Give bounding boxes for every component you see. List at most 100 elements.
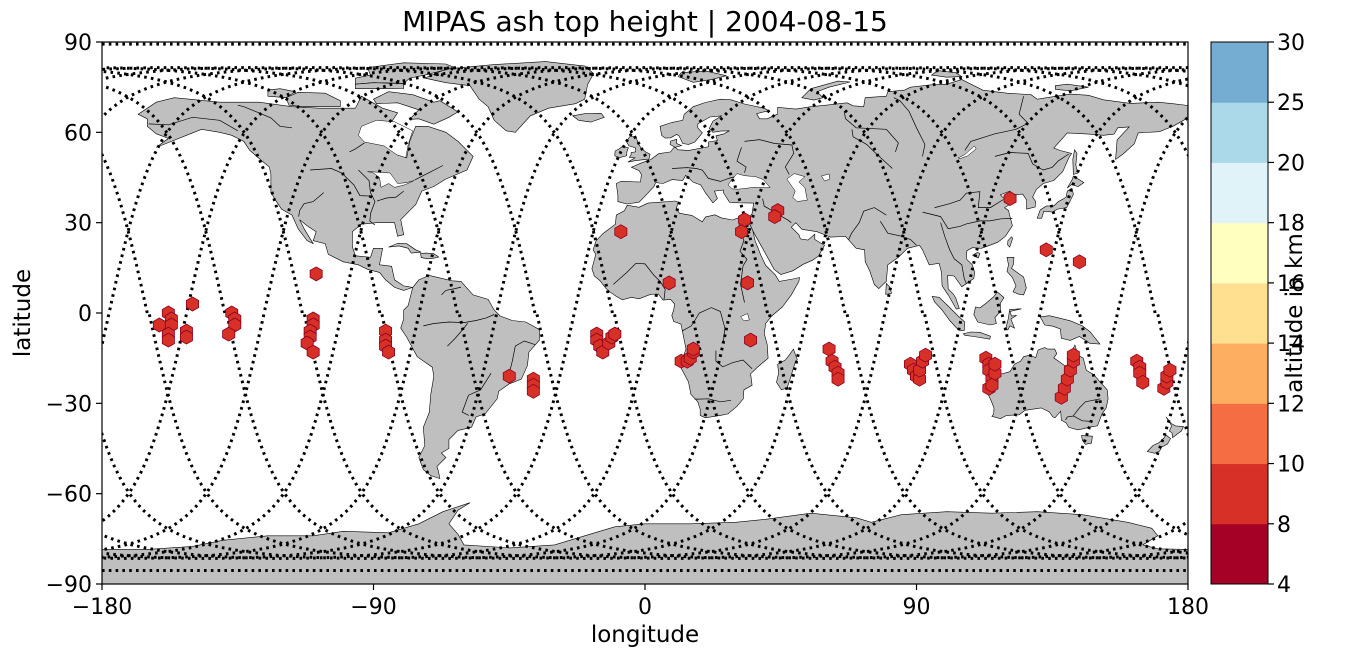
satellite-track — [102, 69, 809, 560]
lake-victoria-lake — [740, 313, 750, 322]
ash-detection-marker — [662, 275, 676, 291]
satellite-track — [185, 66, 1188, 560]
river-congo — [681, 307, 726, 342]
ash-detections — [152, 191, 1177, 405]
river-yellow-river — [934, 191, 1004, 208]
colorbar-tick-label: 20 — [1277, 151, 1305, 176]
river-darling — [1073, 398, 1101, 416]
river-missouri — [310, 168, 373, 197]
river-lena — [964, 96, 1029, 151]
y-axis: 90 60 30 0 −30 −60 −90 — [46, 31, 102, 598]
ash-detection-marker — [382, 344, 396, 360]
ash-detection-marker — [1136, 374, 1150, 390]
river-ob — [843, 111, 899, 153]
river-parana — [461, 373, 492, 416]
satellite-track — [805, 66, 1188, 314]
satellite-track — [102, 66, 1042, 560]
colorbar-segment — [1211, 463, 1268, 525]
colorbar-tick-label: 18 — [1277, 212, 1305, 237]
land-novaya-zemlya — [801, 80, 851, 101]
colorbar-tick-label: 16 — [1277, 272, 1305, 297]
land-masses — [102, 61, 1188, 584]
colorbar-segment — [1211, 403, 1268, 465]
colorbar-frame — [1210, 41, 1269, 585]
colorbar-label: altitude in km — [1282, 233, 1308, 393]
ash-detection-marker — [222, 326, 236, 342]
ash-detection-marker — [1163, 362, 1177, 378]
river-mississippi — [358, 169, 376, 226]
river-yenisei — [893, 97, 926, 157]
colorbar-tick-label: 25 — [1277, 91, 1305, 116]
ash-detection-marker — [738, 212, 751, 228]
land-sakhalin — [1072, 149, 1079, 175]
colorbar-segment — [1211, 343, 1268, 404]
lake-hudson-bay — [358, 120, 414, 158]
satellite-track — [102, 66, 964, 560]
satellite-track — [883, 66, 1188, 314]
x-tick-label: 180 — [1167, 595, 1209, 620]
ash-detection-marker — [161, 332, 175, 348]
x-tick-label: −180 — [72, 595, 132, 620]
lake-black-sea — [727, 173, 771, 190]
river-colorado — [298, 192, 324, 217]
land-sri-lanka — [885, 282, 892, 295]
ash-detection-marker — [179, 329, 193, 345]
land-victoria-island — [285, 91, 341, 107]
river-mekong — [940, 222, 967, 284]
river-st-lawrence — [414, 165, 444, 181]
river-niger — [613, 262, 666, 300]
river-indus — [848, 207, 887, 240]
land-java — [962, 331, 991, 340]
river-yukon — [148, 116, 238, 132]
land-svalbard — [677, 70, 727, 83]
colorbar-tick-label: 4 — [1277, 573, 1291, 598]
ash-detection-marker — [306, 344, 320, 360]
ash-detection-marker — [526, 383, 540, 399]
colorbar-segment — [1211, 42, 1268, 103]
land-sumatra — [931, 296, 966, 331]
ash-detection-marker — [744, 332, 757, 348]
y-tick-label: 30 — [64, 212, 92, 237]
x-axis-label: longitude — [591, 622, 699, 648]
satellite-track — [1116, 115, 1188, 314]
colorbar-segment — [1211, 222, 1268, 284]
satellite-track — [1038, 77, 1188, 314]
river-nelson — [349, 142, 365, 153]
y-axis-label: latitude — [10, 269, 36, 357]
colorbar-segment — [1211, 102, 1268, 163]
satellite-track — [102, 84, 732, 560]
ash-detection-marker — [1072, 254, 1086, 270]
colorbar-segment — [1211, 523, 1268, 585]
land-eurasia — [615, 79, 1188, 310]
satellite-track — [102, 66, 1119, 560]
ash-detection-marker — [1003, 191, 1017, 207]
satellite-track — [107, 66, 1188, 560]
lake-aral — [821, 173, 831, 182]
colorbar-tick-label: 8 — [1277, 513, 1291, 538]
ash-detection-marker — [822, 341, 836, 357]
land-hispaniola — [420, 252, 440, 260]
map-title: MIPAS ash top height | 2004-08-15 — [402, 5, 888, 38]
land-borneo — [973, 291, 1005, 326]
satellite-track — [417, 66, 1188, 560]
land-baffin — [373, 91, 459, 125]
colorbar-segment — [1211, 282, 1268, 344]
colorbar-segment — [1211, 162, 1268, 224]
ash-detection-marker — [985, 377, 999, 393]
ash-detection-marker — [1039, 242, 1053, 258]
river-irtysh — [851, 129, 893, 169]
land-south-america — [400, 275, 540, 480]
satellite-track — [495, 66, 1188, 555]
river-zambezi — [715, 350, 753, 369]
colorbar: 4 8 10 12 14 16 18 20 25 30 — [1210, 31, 1305, 598]
river-orinoco — [441, 286, 462, 296]
y-tick-label: −60 — [46, 483, 92, 508]
river-volga — [744, 139, 795, 175]
satellite-track — [650, 66, 1188, 439]
satellite-track — [961, 67, 1188, 314]
land-new-siberian — [1055, 83, 1089, 92]
ash-detection-marker — [919, 347, 932, 363]
colorbar-tick-label: 12 — [1277, 392, 1305, 417]
land-africa — [591, 200, 800, 419]
